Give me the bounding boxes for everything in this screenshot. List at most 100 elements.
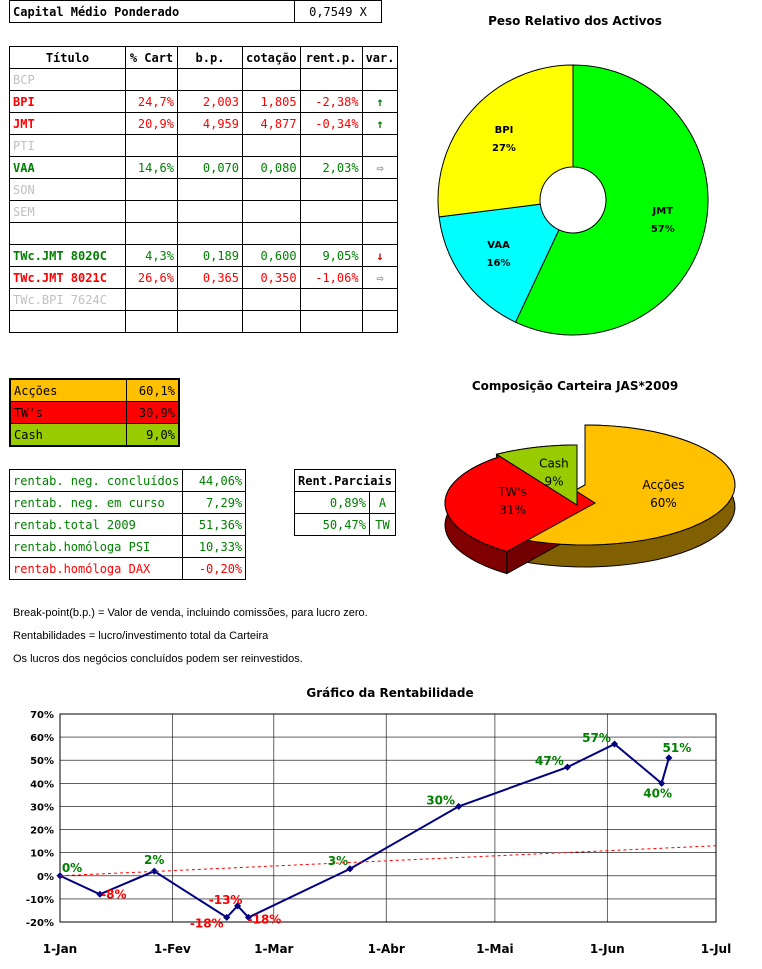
- portfolio-titulo: TWc.JMT 8020C: [9, 244, 126, 267]
- data-label: 51%: [663, 741, 692, 755]
- portfolio-rent: [299, 222, 363, 245]
- trend-line: [59, 845, 717, 877]
- portfolio-cart: [125, 134, 178, 157]
- portfolio-var-cell: ↑: [361, 112, 399, 135]
- portfolio-cot: [242, 200, 301, 223]
- parciais-tag: A: [368, 491, 396, 514]
- donut-chart: JMT 57% VAA 16% BPI 27%: [437, 64, 709, 336]
- rentab-label: rentab. neg. em curso: [8, 491, 184, 514]
- capital-table: Capital Médio Ponderado 0,7549 X: [9, 0, 382, 23]
- y-tick-label: 50%: [30, 756, 54, 767]
- rentab-label: rentab.homóloga DAX: [8, 557, 184, 580]
- portfolio-cot: [242, 178, 301, 201]
- portfolio-row: JMT 20,9% 4,959 4,877 -0,34% ↑: [9, 112, 399, 135]
- portfolio-row: BPI 24,7% 2,003 1,805 -2,38% ↑: [9, 90, 399, 113]
- donut-slice-bpi: [437, 64, 574, 218]
- portfolio-rent: 9,05%: [299, 244, 363, 267]
- rentab-value: 10,33%: [182, 535, 247, 558]
- arrow-down-icon: ↓: [376, 248, 384, 263]
- portfolio-var-cell: [361, 178, 399, 201]
- portfolio-var-cell: ⇨: [361, 156, 399, 179]
- rentab-row: rentab.total 2009 51,36%: [8, 513, 247, 536]
- col-var: var.: [361, 46, 399, 69]
- line-chart-title: Gráfico da Rentabilidade: [306, 686, 474, 700]
- portfolio-row: PTI: [9, 134, 399, 157]
- portfolio-rent: -0,34%: [299, 112, 363, 135]
- composition-label: Cash: [9, 423, 127, 447]
- x-tick-label: 1-Mai: [476, 942, 513, 956]
- capital-value: 0,7549 X: [294, 0, 382, 23]
- pie3d-slice-percent: 60%: [650, 496, 677, 510]
- portfolio-bp: 0,189: [177, 244, 243, 267]
- portfolio-cart: [125, 310, 178, 333]
- portfolio-bp: [177, 288, 243, 311]
- pie3d-slice-label: Acções: [642, 478, 684, 492]
- portfolio-row: VAA 14,6% 0,070 0,080 2,03% ⇨: [9, 156, 399, 179]
- pie3d-slice-percent: 9%: [544, 474, 563, 488]
- y-tick-label: 70%: [30, 710, 54, 721]
- portfolio-bp: 0,070: [177, 156, 243, 179]
- y-tick-label: 0%: [37, 872, 54, 883]
- col-bp: b.p.: [177, 46, 243, 69]
- pie3d-slice-label: TW's: [497, 485, 527, 499]
- portfolio-cot: 1,805: [242, 90, 301, 113]
- col-cotacao: cotação: [242, 46, 301, 69]
- portfolio-header-row: Título % Cart b.p. cotação rent.p. var.: [9, 46, 399, 69]
- donut-slice-vaa: [438, 203, 560, 323]
- portfolio-cart: 20,9%: [125, 112, 178, 135]
- portfolio-titulo: BCP: [9, 68, 126, 91]
- composition-label: Acções: [9, 378, 127, 402]
- note-rentabilidades: Rentabilidades = lucro/investimento tota…: [13, 630, 269, 642]
- data-label: 30%: [426, 793, 455, 807]
- rentab-row: rentab.homóloga DAX -0,20%: [8, 557, 247, 580]
- note-lucros: Os lucros dos negócios concluídos podem …: [13, 653, 303, 665]
- col-cart: % Cart: [125, 46, 178, 69]
- portfolio-titulo: [9, 222, 126, 245]
- portfolio-rent: [299, 288, 363, 311]
- rentab-value: 7,29%: [182, 491, 247, 514]
- portfolio-var-cell: [361, 310, 399, 333]
- portfolio-titulo: SON: [9, 178, 126, 201]
- portfolio-bp: [177, 178, 243, 201]
- composition-value: 9,0%: [126, 423, 180, 447]
- col-titulo: Título: [9, 46, 126, 69]
- portfolio-cot: 0,350: [242, 266, 301, 289]
- x-tick-label: 1-Jul: [701, 942, 731, 956]
- composition-row: Acções 60,1%: [9, 378, 180, 402]
- capital-label: Capital Médio Ponderado: [9, 0, 295, 23]
- col-rent: rent.p.: [299, 46, 363, 69]
- portfolio-bp: [177, 222, 243, 245]
- portfolio-rent: [299, 134, 363, 157]
- rentab-label: rentab. neg. concluídos: [8, 469, 184, 492]
- composition-value: 30,9%: [126, 401, 180, 424]
- portfolio-cart: 24,7%: [125, 90, 178, 113]
- donut-slice-label: JMT: [652, 206, 674, 217]
- line-point: [455, 802, 463, 810]
- portfolio-cot: 4,877: [242, 112, 301, 135]
- pie3d-slice-percent: 31%: [499, 503, 526, 517]
- donut-chart-title: Peso Relativo dos Activos: [488, 14, 662, 28]
- portfolio-titulo: BPI: [9, 90, 126, 113]
- portfolio-cot: [242, 310, 301, 333]
- data-label: 3%: [328, 854, 348, 868]
- rentab-value: 51,36%: [182, 513, 247, 536]
- x-tick-label: 1-Mar: [254, 942, 293, 956]
- portfolio-rent: [299, 178, 363, 201]
- rentab-row: rentab.homóloga PSI 10,33%: [8, 535, 247, 558]
- parciais-table: Rent.Parciais 0,89% A 50,47% TW: [294, 469, 396, 536]
- portfolio-cart: [125, 288, 178, 311]
- portfolio-rent: 2,03%: [299, 156, 363, 179]
- pie3d-slice-2: [495, 444, 578, 506]
- plot-area: [59, 713, 717, 923]
- data-label: 2%: [144, 853, 164, 867]
- portfolio-row: BCP: [9, 68, 399, 91]
- rentab-value: -0,20%: [182, 557, 247, 580]
- portfolio-var-cell: [361, 68, 399, 91]
- arrow-up-icon: ↑: [376, 94, 384, 109]
- rentab-table: rentab. neg. concluídos 44,06% rentab. neg…: [8, 469, 247, 580]
- x-tick-label: 1-Jun: [590, 942, 625, 956]
- portfolio-cart: 26,6%: [125, 266, 178, 289]
- portfolio-bp: 0,365: [177, 266, 243, 289]
- portfolio-bp: [177, 134, 243, 157]
- portfolio-var-cell: ↑: [361, 90, 399, 113]
